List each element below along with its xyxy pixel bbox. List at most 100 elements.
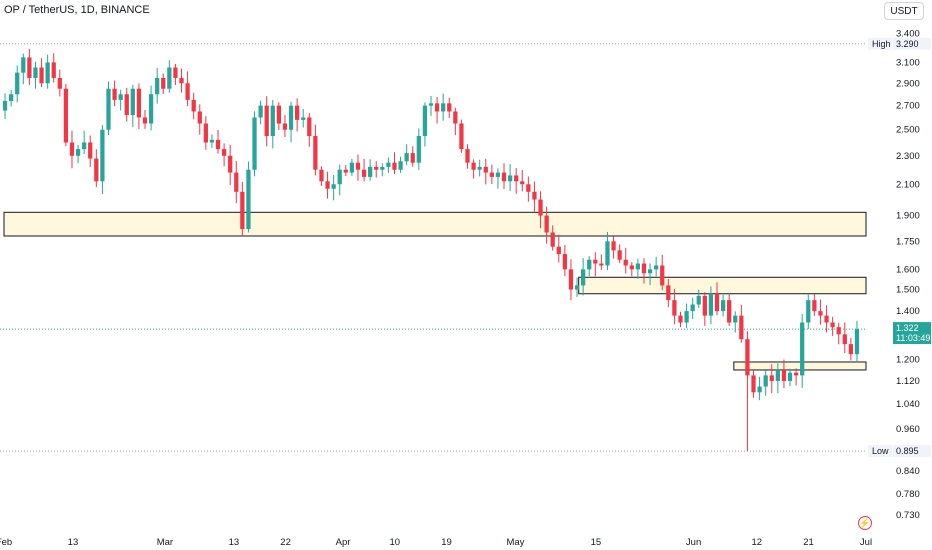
chart-title: OP / TetherUS, 1D, BINANCE xyxy=(4,4,150,16)
candle-body xyxy=(824,315,829,323)
candle-body xyxy=(690,304,695,312)
candle-body xyxy=(495,172,501,177)
x-tick-label: 19 xyxy=(441,537,452,548)
zone-0 xyxy=(3,211,867,237)
candle-body xyxy=(264,105,269,137)
candle-body xyxy=(611,241,616,251)
candle-body xyxy=(270,105,275,137)
y-tick-label: 2.500 xyxy=(896,125,920,136)
candle-body xyxy=(471,162,476,170)
candle-body xyxy=(2,101,8,111)
candle-body xyxy=(489,172,494,177)
candle-body xyxy=(733,315,738,323)
candle-body xyxy=(848,344,854,355)
candle-body xyxy=(197,111,202,124)
currency-button[interactable]: USDT xyxy=(884,2,924,20)
candle-body xyxy=(173,67,178,78)
candle-body xyxy=(21,57,26,73)
x-tick-label: 22 xyxy=(280,537,291,548)
candle-body xyxy=(112,88,117,100)
candle-body xyxy=(118,94,123,100)
candle-body xyxy=(136,88,142,118)
candle-body xyxy=(507,175,513,182)
candle-body xyxy=(51,62,56,78)
candle-body xyxy=(745,339,750,376)
candle-body xyxy=(428,103,434,106)
x-tick-label: Jul xyxy=(860,537,872,548)
candle-body xyxy=(793,372,799,376)
candle-body xyxy=(167,67,172,89)
candle-body xyxy=(763,375,768,387)
candle-body xyxy=(209,139,215,143)
candle-body xyxy=(568,269,574,290)
candle-body xyxy=(447,103,452,112)
candle-body xyxy=(477,166,482,170)
candle-body xyxy=(337,169,342,185)
countdown-value: 11:03:49 xyxy=(896,333,930,343)
candle-body xyxy=(587,259,592,270)
candle-body xyxy=(629,265,634,270)
zone-1 xyxy=(578,276,867,295)
candle-body xyxy=(422,105,428,137)
candle-body xyxy=(63,88,69,143)
candle-body xyxy=(617,250,622,260)
candle-body xyxy=(739,315,744,340)
candle-body xyxy=(142,117,148,124)
candle-body xyxy=(33,67,38,78)
y-tick-label: 3.100 xyxy=(896,57,920,68)
candle-body xyxy=(684,311,689,323)
y-tick-label: 1.400 xyxy=(896,306,920,317)
x-tick-label: Jun xyxy=(686,537,701,548)
candle-body xyxy=(288,105,294,130)
candle-body xyxy=(580,269,586,286)
candle-body xyxy=(100,129,105,182)
low-tag-label-bg xyxy=(868,445,892,458)
x-tick-label: 13 xyxy=(68,537,79,548)
candle-body xyxy=(294,105,300,120)
candle-body xyxy=(842,334,847,345)
candle-body xyxy=(714,293,720,312)
candle-body xyxy=(94,158,99,182)
candle-body xyxy=(82,142,87,150)
candle-body xyxy=(392,162,397,170)
candle-body xyxy=(836,327,841,335)
candle-body xyxy=(678,315,683,323)
candle-body xyxy=(641,263,647,274)
candle-body xyxy=(757,386,762,393)
candle-body xyxy=(313,136,318,170)
candle-body xyxy=(434,103,440,112)
candle-body xyxy=(240,191,245,230)
candle-body xyxy=(155,77,160,95)
y-tick-label: 3.400 xyxy=(896,29,920,40)
candle-body xyxy=(203,123,208,143)
candle-body xyxy=(660,265,665,286)
candle-body xyxy=(368,166,373,177)
candle-body xyxy=(27,57,32,78)
candle-body xyxy=(215,139,221,150)
candle-body xyxy=(441,103,446,112)
low-tag-value-bg xyxy=(893,445,931,458)
candle-body xyxy=(574,285,580,290)
last-price-tag xyxy=(893,322,931,345)
candle-body xyxy=(532,191,537,200)
y-tick-label: 1.500 xyxy=(896,285,920,296)
y-tick-label: 2.100 xyxy=(896,179,920,190)
candle-body xyxy=(806,300,811,323)
candle-body xyxy=(775,369,780,381)
candle-body xyxy=(800,322,805,376)
candle-body xyxy=(623,259,628,266)
candle-body xyxy=(398,161,403,170)
lightning-icon[interactable]: ⚡ xyxy=(858,516,872,530)
candle-body xyxy=(599,263,604,266)
x-tick-label: 10 xyxy=(389,537,400,548)
candle-body xyxy=(720,300,726,312)
x-tick-label: Apr xyxy=(336,537,351,548)
candle-body xyxy=(106,88,111,130)
y-tick-label: 1.750 xyxy=(896,236,920,247)
candle-body xyxy=(696,295,701,305)
candle-body xyxy=(672,300,677,316)
candle-body xyxy=(130,88,135,116)
candle-body xyxy=(550,232,555,247)
candle-body xyxy=(781,369,787,381)
